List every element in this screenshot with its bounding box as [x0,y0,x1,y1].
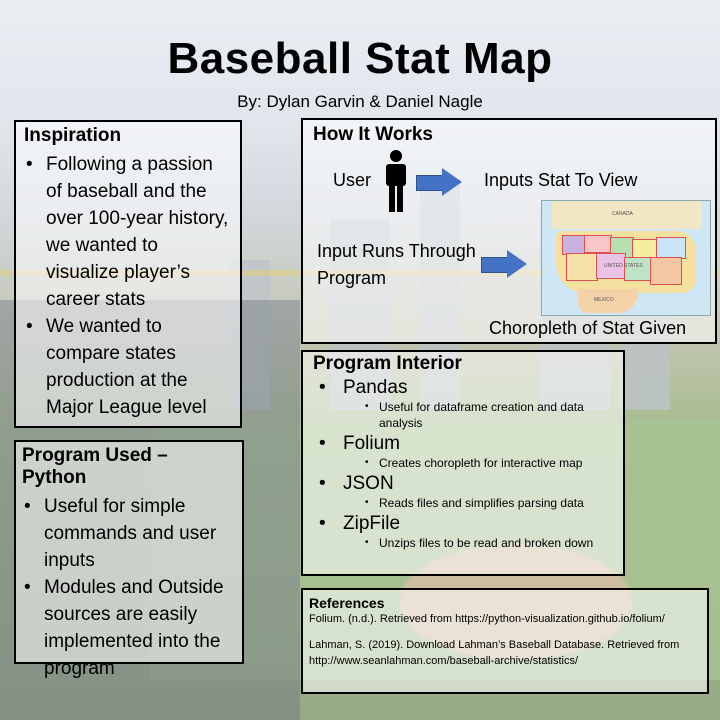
list-item: • JSON [319,473,394,494]
module-name: JSON [343,473,394,494]
map-label-usa: UNITED STATES [604,263,643,269]
program-used-list: Useful for simple commands and user inpu… [22,493,236,682]
list-item: Modules and Outside sources are easily i… [24,574,236,682]
map-label-mexico: MEXICO [594,297,614,303]
reference-entry: Folium. (n.d.). Retrieved from https://p… [309,613,665,625]
list-item: Following a passion of baseball and the … [26,151,232,313]
references-heading: References [309,595,385,611]
person-icon [386,150,406,212]
list-item: We wanted to compare states production a… [26,313,232,421]
poster-title: Baseball Stat Map [167,34,553,83]
how-it-works-panel: How It Works User Inputs Stat To View In… [301,118,717,344]
program-interior-panel: Program Interior •Pandas Useful for data… [301,350,625,576]
list-item: • Pandas [319,377,408,398]
module-description: Reads files and simplifies parsing data [365,495,613,511]
choropleth-label: Choropleth of Stat Given [489,318,687,338]
inputs-stat-label: Inputs Stat To View [484,170,638,190]
list-item: • Folium [319,433,401,454]
map-label-canada: CANADA [612,211,633,217]
us-choropleth-map-image: CANADA UNITED STATES MEXICO [541,200,711,316]
program-used-heading: Program Used – Python [22,445,168,488]
inspiration-heading: Inspiration [24,125,122,146]
inspiration-list: Following a passion of baseball and the … [24,151,232,421]
arrow-right-icon [481,250,527,278]
list-item: Useful for simple commands and user inpu… [24,493,236,574]
module-description: Useful for dataframe creation and data a… [365,399,613,431]
inspiration-panel: Inspiration Following a passion of baseb… [14,120,242,428]
byline: By: Dylan Garvin & Daniel Nagle [237,92,483,111]
how-it-works-heading: How It Works [313,124,433,145]
list-item: • ZipFile [319,513,401,534]
user-label: User [333,170,372,190]
module-name: ZipFile [343,513,401,534]
reference-entry: Lahman, S. (2019). Download Lahman’s Bas… [309,639,680,667]
module-name: Pandas [343,377,408,398]
module-description: Creates choropleth for interactive map [365,455,613,471]
module-description: Unzips files to be read and broken down [365,535,613,551]
program-used-panel: Program Used – Python Useful for simple … [14,440,244,679]
input-runs-label: Input Runs Through Program [317,241,476,288]
arrow-right-icon [416,168,462,196]
references-panel: References Folium. (n.d.). Retrieved fro… [301,588,709,694]
module-name: Folium [343,433,401,454]
program-interior-heading: Program Interior [313,353,462,374]
